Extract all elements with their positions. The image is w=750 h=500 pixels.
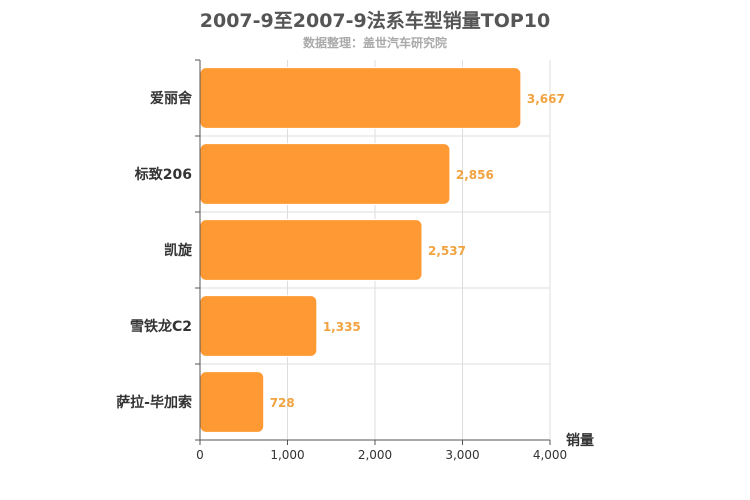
category-label: 爱丽舍 bbox=[150, 90, 193, 107]
bar-1 bbox=[199, 143, 451, 205]
chart-subtitle: 数据整理：盖世汽车研究院 bbox=[302, 36, 447, 50]
category-label: 标致206 bbox=[134, 166, 192, 183]
value-label: 2,856 bbox=[456, 168, 494, 182]
x-tick-label: 4,000 bbox=[533, 448, 567, 462]
value-label: 3,667 bbox=[527, 92, 565, 106]
labels: 爱丽舍 3,667 标致206 2,856 凯旋 2,537 雪铁龙C2 1,335 萨拉-毕加… bbox=[116, 90, 567, 462]
x-axis-title: 销量 bbox=[566, 432, 594, 449]
value-label: 728 bbox=[270, 396, 295, 410]
x-tick-label: 1,000 bbox=[270, 448, 304, 462]
x-tick-label: 0 bbox=[196, 448, 204, 462]
category-label: 萨拉-毕加索 bbox=[116, 394, 192, 411]
value-label: 1,335 bbox=[323, 320, 361, 334]
value-label: 2,537 bbox=[428, 244, 466, 258]
chart-title: 2007-9至2007-9法系车型销量TOP10 bbox=[199, 10, 551, 32]
category-label: 凯旋 bbox=[164, 242, 193, 259]
x-tick-label: 2,000 bbox=[358, 448, 392, 462]
bar-4 bbox=[199, 371, 265, 433]
bar-0 bbox=[199, 67, 522, 129]
bar-3 bbox=[199, 295, 318, 357]
axes bbox=[195, 59, 551, 445]
bars bbox=[199, 67, 522, 433]
x-tick-label: 3,000 bbox=[445, 448, 479, 462]
bar-2 bbox=[199, 219, 423, 281]
category-label: 雪铁龙C2 bbox=[130, 318, 192, 335]
